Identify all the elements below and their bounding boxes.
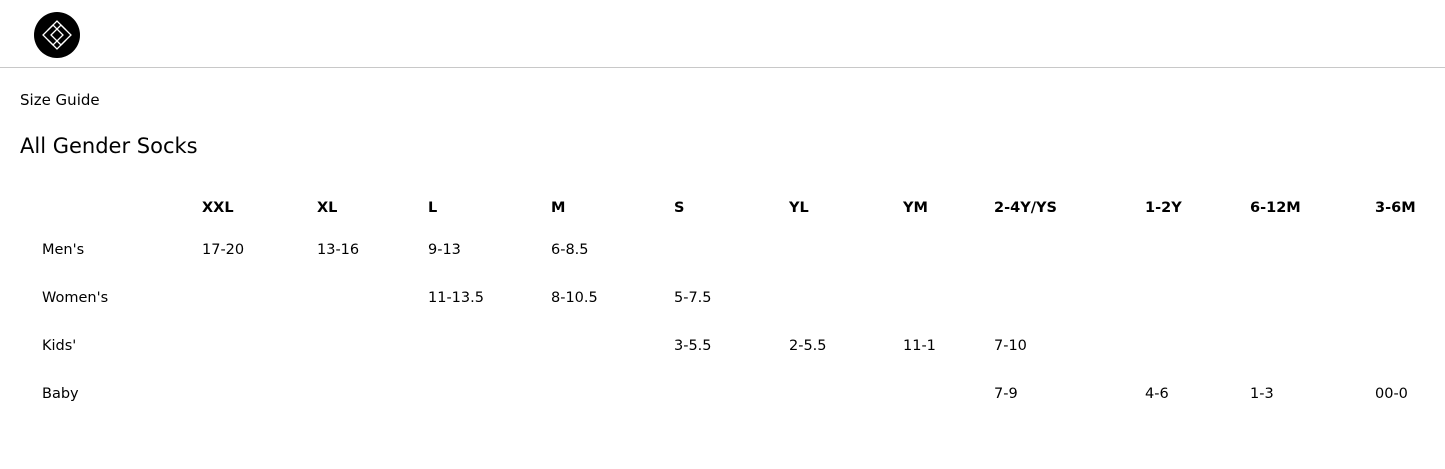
size-cell xyxy=(1145,322,1250,370)
size-cell: 2-5.5 xyxy=(789,338,827,354)
size-cell xyxy=(317,274,428,322)
column-header: 2-4Y/YS xyxy=(994,200,1057,216)
column-header: 1-2Y xyxy=(1145,200,1182,216)
size-cell xyxy=(317,322,428,370)
size-cell: 3-5.5 xyxy=(674,338,712,354)
column-header: M xyxy=(551,200,566,216)
row-label: Kids' xyxy=(42,338,77,354)
size-cell xyxy=(1145,226,1250,274)
table-row: Men's 17-20 13-16 9-13 6-8.5 xyxy=(20,226,1435,274)
column-header xyxy=(20,190,202,226)
size-cell: 11-13.5 xyxy=(428,290,484,306)
column-header: 6-12M xyxy=(1250,200,1301,216)
size-cell: 6-8.5 xyxy=(551,242,589,258)
size-cell xyxy=(551,322,674,370)
size-cell: 4-6 xyxy=(1145,386,1169,402)
size-cell: 8-10.5 xyxy=(551,290,598,306)
size-cell xyxy=(1375,226,1435,274)
size-cell xyxy=(674,370,789,418)
table-row: Kids' 3-5.5 2-5.5 11-1 7-10 xyxy=(20,322,1435,370)
column-header: L xyxy=(428,200,438,216)
brand-logo-icon[interactable] xyxy=(34,12,80,58)
size-cell xyxy=(202,370,317,418)
column-header: XXL xyxy=(202,200,234,216)
size-cell xyxy=(1145,274,1250,322)
size-cell: 11-1 xyxy=(903,338,936,354)
size-cell xyxy=(428,322,551,370)
size-cell: 1-3 xyxy=(1250,386,1274,402)
column-header: 3-6M xyxy=(1375,200,1416,216)
size-cell xyxy=(1375,322,1435,370)
size-cell xyxy=(1375,274,1435,322)
column-header: XL xyxy=(317,200,338,216)
size-cell xyxy=(789,274,903,322)
header xyxy=(0,0,1445,68)
column-header: YL xyxy=(789,200,809,216)
size-cell: 5-7.5 xyxy=(674,290,712,306)
size-cell: 17-20 xyxy=(202,242,245,258)
size-cell xyxy=(551,370,674,418)
column-header: YM xyxy=(903,200,928,216)
table-row: Women's 11-13.5 8-10.5 5-7.5 xyxy=(20,274,1435,322)
size-cell xyxy=(428,370,551,418)
size-cell xyxy=(994,226,1145,274)
size-cell xyxy=(903,226,994,274)
size-cell: 00-0 xyxy=(1375,386,1408,402)
size-cell xyxy=(317,370,428,418)
size-cell xyxy=(1250,226,1375,274)
size-cell xyxy=(789,370,903,418)
size-table: XXL XL L M S YL YM 2-4Y/YS 1-2Y 6-12M 3-6M Men's 17… xyxy=(20,190,1435,418)
size-cell xyxy=(202,274,317,322)
page-title: All Gender Socks xyxy=(20,134,198,158)
size-cell xyxy=(202,322,317,370)
row-label: Women's xyxy=(42,290,109,306)
row-label: Baby xyxy=(42,386,79,402)
breadcrumb: Size Guide xyxy=(20,91,100,109)
size-cell: 13-16 xyxy=(317,242,360,258)
size-cell xyxy=(1250,322,1375,370)
row-label: Men's xyxy=(42,242,85,258)
column-header: S xyxy=(674,200,685,216)
table-row: Baby 7-9 4-6 1-3 00-0 xyxy=(20,370,1435,418)
size-cell: 7-9 xyxy=(994,386,1018,402)
size-cell xyxy=(1250,274,1375,322)
size-cell: 7-10 xyxy=(994,338,1027,354)
size-cell: 9-13 xyxy=(428,242,461,258)
size-cell xyxy=(994,274,1145,322)
size-cell xyxy=(903,370,994,418)
size-cell xyxy=(789,226,903,274)
size-cell xyxy=(903,274,994,322)
size-cell xyxy=(674,226,789,274)
header-row: XXL XL L M S YL YM 2-4Y/YS 1-2Y 6-12M 3-6M xyxy=(20,190,1435,226)
